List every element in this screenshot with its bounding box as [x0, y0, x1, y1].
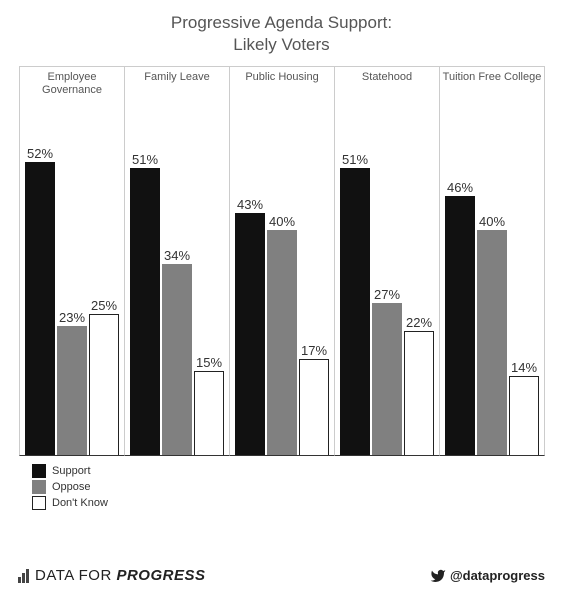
panel-title: Statehood — [335, 71, 439, 84]
legend-item: Don't Know — [32, 496, 545, 510]
chart-title: Progressive Agenda Support: Likely Voter… — [18, 12, 545, 56]
bar-label: 43% — [237, 197, 263, 212]
legend-label: Oppose — [52, 481, 91, 493]
bar-oppose: 34% — [162, 264, 192, 456]
bar-dontknow: 15% — [194, 371, 224, 456]
panel-title: Public Housing — [230, 71, 334, 84]
bar-support: 52% — [25, 162, 55, 455]
panel-title: Employee Governance — [20, 71, 124, 96]
title-line-1: Progressive Agenda Support: — [171, 13, 392, 32]
bar-support: 51% — [130, 168, 160, 455]
bar-support: 43% — [235, 213, 265, 455]
bar-label: 25% — [91, 298, 117, 313]
chart-panel: Family Leave51%34%15% — [125, 66, 230, 456]
chart-panel: Employee Governance52%23%25% — [19, 66, 125, 456]
legend-swatch — [32, 464, 46, 478]
footer: DATA FOR PROGRESS @dataprogress — [18, 567, 545, 584]
bar-oppose: 40% — [477, 230, 507, 455]
brand-pre: DATA FOR — [35, 567, 112, 584]
bar-label: 22% — [406, 315, 432, 330]
chart-panel: Statehood51%27%22% — [335, 66, 440, 456]
bars-group: 43%40%17% — [230, 117, 334, 455]
bar-support: 51% — [340, 168, 370, 455]
bar-label: 51% — [342, 152, 368, 167]
bar-label: 27% — [374, 287, 400, 302]
handle-text: @dataprogress — [450, 568, 545, 583]
bar-support: 46% — [445, 196, 475, 455]
panel-title: Family Leave — [125, 71, 229, 84]
chart-plot-area: Employee Governance52%23%25%Family Leave… — [18, 66, 545, 456]
bar-dontknow: 22% — [404, 331, 434, 455]
chart-panel: Public Housing43%40%17% — [230, 66, 335, 456]
bars-group: 46%40%14% — [440, 117, 544, 455]
bar-oppose: 40% — [267, 230, 297, 455]
bar-oppose: 23% — [57, 326, 87, 456]
bar-label: 46% — [447, 180, 473, 195]
bar-label: 40% — [479, 214, 505, 229]
twitter-icon — [430, 568, 446, 584]
legend: Support Oppose Don't Know — [18, 464, 545, 510]
title-line-2: Likely Voters — [233, 35, 329, 54]
legend-swatch — [32, 480, 46, 494]
bar-label: 40% — [269, 214, 295, 229]
bar-oppose: 27% — [372, 303, 402, 455]
bar-dontknow: 25% — [89, 314, 119, 455]
bars-group: 51%34%15% — [125, 117, 229, 455]
bar-label: 15% — [196, 355, 222, 370]
legend-label: Don't Know — [52, 497, 108, 509]
legend-item: Support — [32, 464, 545, 478]
bar-label: 23% — [59, 310, 85, 325]
bar-dontknow: 17% — [299, 359, 329, 455]
bar-label: 14% — [511, 360, 537, 375]
bar-label: 17% — [301, 343, 327, 358]
brand-strong: PROGRESS — [116, 567, 205, 584]
legend-swatch — [32, 496, 46, 510]
brand: DATA FOR PROGRESS — [18, 567, 205, 584]
social-handle: @dataprogress — [430, 568, 545, 584]
bars-group: 51%27%22% — [335, 117, 439, 455]
legend-item: Oppose — [32, 480, 545, 494]
bar-dontknow: 14% — [509, 376, 539, 455]
chart-container: Progressive Agenda Support: Likely Voter… — [0, 0, 563, 600]
bar-label: 52% — [27, 146, 53, 161]
bar-chart-icon — [18, 569, 29, 583]
bar-label: 34% — [164, 248, 190, 263]
chart-panel: Tuition Free College46%40%14% — [440, 66, 545, 456]
legend-label: Support — [52, 465, 91, 477]
panel-title: Tuition Free College — [440, 71, 544, 84]
bars-group: 52%23%25% — [20, 117, 124, 455]
bar-label: 51% — [132, 152, 158, 167]
